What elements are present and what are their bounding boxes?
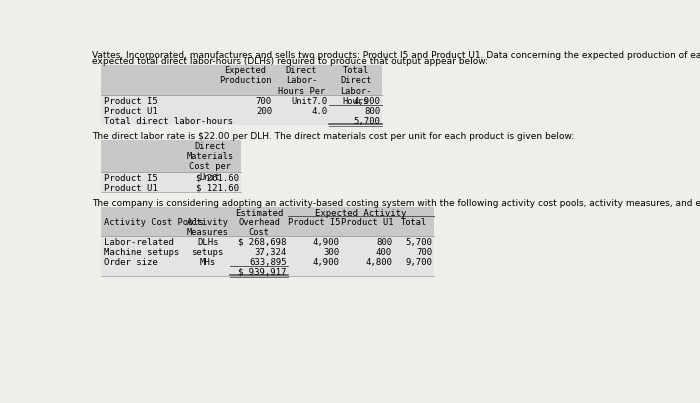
Text: 800: 800 [376, 238, 392, 247]
Bar [102, 115, 382, 125]
Bar [102, 96, 382, 105]
Text: 200: 200 [256, 107, 272, 116]
Bar [102, 172, 241, 182]
Bar [102, 182, 241, 192]
Text: Estimated: Estimated [235, 208, 284, 218]
Text: 5,700: 5,700 [405, 238, 433, 247]
Text: Direct
Materials
Cost per
Unit: Direct Materials Cost per Unit [186, 141, 234, 182]
Text: 4,800: 4,800 [365, 258, 392, 267]
Bar [102, 256, 434, 266]
Text: Machine setups: Machine setups [104, 248, 179, 257]
Text: setups: setups [192, 248, 224, 257]
Text: Product I5: Product I5 [288, 218, 341, 227]
Text: Expected Activity: Expected Activity [316, 208, 407, 218]
Text: 4,900: 4,900 [354, 97, 381, 106]
Text: 700: 700 [416, 248, 433, 257]
Text: $ 261.60: $ 261.60 [197, 174, 239, 183]
Bar [102, 236, 434, 246]
Text: 4.0: 4.0 [312, 107, 328, 116]
Bar [102, 140, 241, 172]
Text: Vattes, Incorporated, manufactures and sells two products: Product I5 and Produc: Vattes, Incorporated, manufactures and s… [92, 51, 700, 60]
Text: 4,900: 4,900 [312, 238, 340, 247]
Text: Activity
Measures: Activity Measures [187, 218, 229, 237]
Text: 5,700: 5,700 [354, 117, 381, 126]
Text: The company is considering adopting an activity-based costing system with the fo: The company is considering adopting an a… [92, 199, 700, 208]
Bar [102, 266, 434, 276]
Bar [102, 216, 434, 236]
Text: 37,324: 37,324 [254, 248, 287, 257]
Text: Activity Cost Pools: Activity Cost Pools [104, 218, 204, 227]
Text: Product U1: Product U1 [341, 218, 393, 227]
Text: 800: 800 [364, 107, 381, 116]
Text: Product U1: Product U1 [104, 107, 158, 116]
Text: Direct
Labor-
Hours Per
Unit: Direct Labor- Hours Per Unit [278, 66, 325, 106]
Text: The direct labor rate is $22.00 per DLH. The direct materials cost per unit for : The direct labor rate is $22.00 per DLH.… [92, 132, 575, 141]
Bar [102, 64, 382, 96]
Text: Overhead
Cost: Overhead Cost [238, 218, 280, 237]
Text: 7.0: 7.0 [312, 97, 328, 106]
Text: 300: 300 [323, 248, 340, 257]
Text: expected total direct labor-hours (DLHs) required to produce that output appear : expected total direct labor-hours (DLHs)… [92, 57, 488, 66]
Bar [102, 207, 434, 216]
Text: $ 121.60: $ 121.60 [197, 184, 239, 193]
Text: Product I5: Product I5 [104, 174, 158, 183]
Text: Labor-related: Labor-related [104, 238, 174, 247]
Text: 9,700: 9,700 [405, 258, 433, 267]
Text: Total: Total [400, 218, 427, 227]
Text: $ 939,917: $ 939,917 [238, 268, 287, 277]
Text: Product I5: Product I5 [104, 97, 158, 106]
Text: 633,895: 633,895 [249, 258, 287, 267]
Text: DLHs: DLHs [197, 238, 218, 247]
Text: Total direct labor-hours: Total direct labor-hours [104, 117, 233, 126]
Text: Product U1: Product U1 [104, 184, 158, 193]
Text: 4,900: 4,900 [312, 258, 340, 267]
Text: Total
Direct
Labor-
Hours: Total Direct Labor- Hours [340, 66, 372, 106]
Text: 700: 700 [256, 97, 272, 106]
Text: MHs: MHs [199, 258, 216, 267]
Bar [102, 246, 434, 256]
Text: Expected
Production: Expected Production [219, 66, 272, 85]
Text: 400: 400 [376, 248, 392, 257]
Text: $ 268,698: $ 268,698 [238, 238, 287, 247]
Text: Order size: Order size [104, 258, 158, 267]
Bar [102, 105, 382, 115]
